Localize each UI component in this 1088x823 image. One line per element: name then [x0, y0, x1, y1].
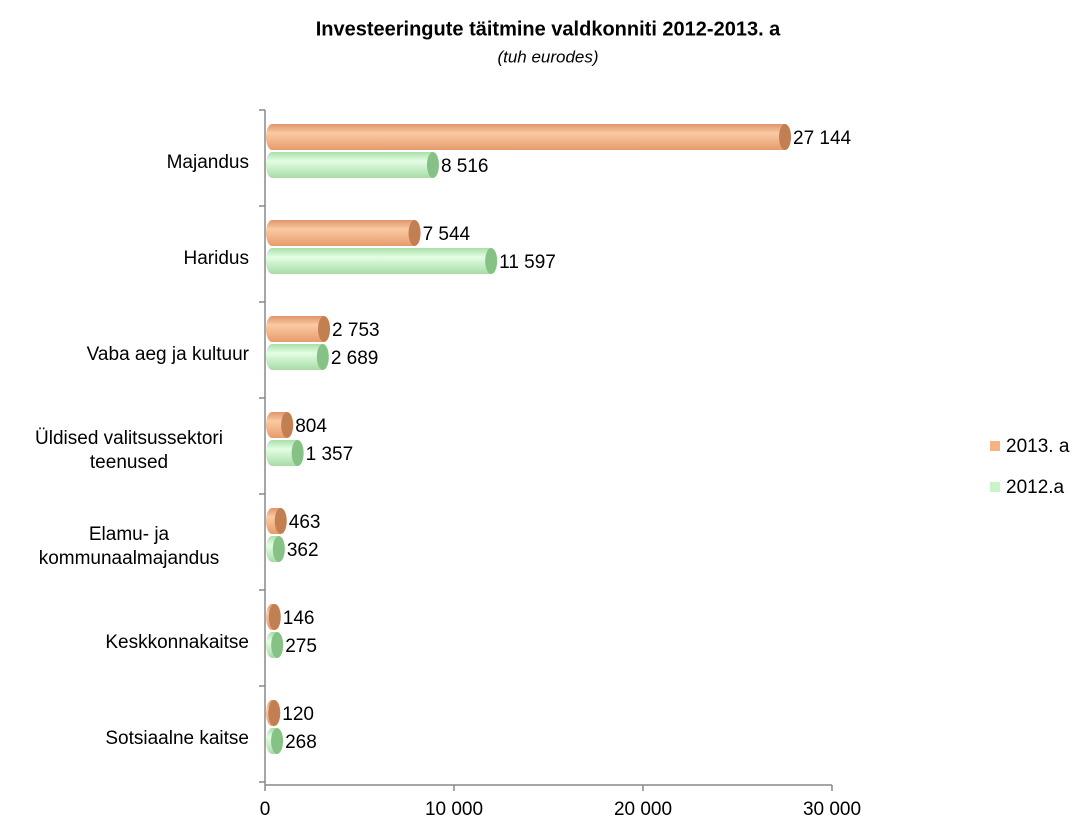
bar-cap: [281, 412, 294, 438]
value-label: 120: [282, 704, 314, 725]
bar-cap: [779, 124, 792, 150]
bar-cap: [268, 604, 281, 630]
bar: [272, 124, 786, 150]
bar-cap: [271, 728, 284, 754]
category-label: Majandus: [166, 151, 249, 173]
legend-label: 2013. a: [1006, 436, 1070, 457]
bar-cap: [316, 344, 329, 370]
bar-cap: [408, 220, 421, 246]
bar-cap: [271, 632, 284, 658]
x-tick-label: 0: [260, 799, 271, 820]
value-label: 275: [285, 636, 317, 657]
bar: [272, 220, 415, 246]
bar-cap: [291, 440, 304, 466]
category-label: Sotsiaalne kaitse: [105, 727, 249, 749]
bar: [272, 152, 433, 178]
bar: [272, 344, 323, 370]
x-tick-label: 10 000: [425, 799, 483, 820]
category-label: Vaba aeg ja kultuur: [86, 343, 249, 365]
value-label: 2 689: [331, 348, 379, 369]
bar-cap: [426, 152, 439, 178]
value-label: 1 357: [306, 444, 354, 465]
value-label: 2 753: [332, 320, 380, 341]
value-label: 8 516: [441, 156, 489, 177]
bar-cap: [272, 536, 285, 562]
category-label: Üldised valitsussektori teenused: [35, 427, 223, 473]
bar-cap: [318, 316, 331, 342]
bar-cap: [268, 700, 281, 726]
legend-label: 2012.a: [1006, 477, 1065, 498]
bar-cap: [485, 248, 498, 274]
value-label: 11 597: [499, 252, 556, 273]
legend-swatch: [990, 482, 1000, 492]
bar-cap: [274, 508, 287, 534]
chart-title: Investeeringute täitmine valdkonniti 201…: [316, 18, 781, 40]
category-label: Keskkonnakaitse: [105, 631, 249, 653]
bar: [272, 248, 492, 274]
value-label: 463: [289, 512, 321, 533]
x-tick-label: 20 000: [614, 799, 672, 820]
category-label: Elamu- ja kommunaalmajandus: [38, 523, 220, 569]
value-label: 268: [285, 732, 317, 753]
value-label: 146: [283, 608, 315, 629]
category-label: Haridus: [183, 247, 249, 269]
value-label: 362: [287, 540, 319, 561]
value-label: 804: [295, 416, 327, 437]
x-tick-label: 30 000: [803, 799, 861, 820]
chart-subtitle: (tuh eurodes): [497, 47, 598, 66]
bar: [272, 316, 325, 342]
value-label: 27 144: [793, 128, 852, 149]
legend-swatch: [990, 441, 1000, 451]
value-label: 7 544: [423, 224, 471, 245]
